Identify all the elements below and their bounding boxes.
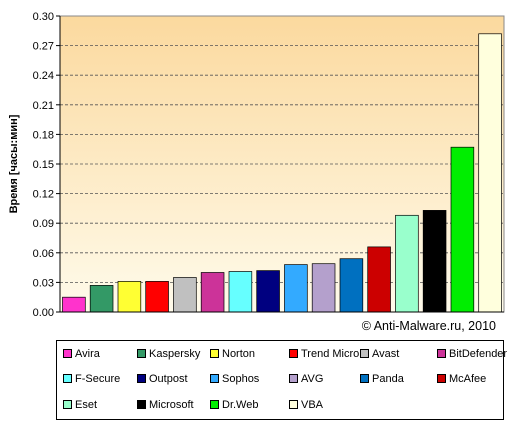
copyright-text: © Anti-Malware.ru, 2010 [362, 319, 496, 333]
legend-swatch [360, 373, 369, 383]
bar-avg [311, 263, 336, 313]
legend-label: AVG [301, 373, 324, 385]
legend-label: Dr.Web [222, 399, 259, 411]
legend-item: McAfee [437, 372, 486, 386]
bar-microsoft [422, 210, 447, 313]
y-axis-title: Время [часы:мин] [8, 114, 20, 213]
bars [62, 33, 502, 313]
y-tick-label: 0.00 [33, 307, 54, 319]
bar-mcafee [367, 246, 391, 313]
bar-sophos [284, 264, 308, 313]
bar-trend-micro [145, 281, 169, 313]
bar-panda [339, 258, 364, 313]
legend-label: Avira [75, 348, 100, 360]
legend-swatch [63, 373, 72, 383]
legend-label: Avast [372, 348, 400, 360]
legend-label: VBA [301, 399, 324, 411]
y-tick-label: 0.27 [33, 41, 54, 53]
legend-item: Eset [63, 398, 97, 412]
bar-dr-web [450, 146, 475, 313]
y-tick-label: 0.21 [33, 100, 54, 112]
legend-label: BitDefender [449, 348, 508, 360]
legend-swatch [360, 348, 369, 358]
legend-item: Trend Micro [289, 347, 359, 361]
legend-label: F-Secure [75, 373, 121, 385]
y-tick-label: 0.15 [33, 159, 54, 171]
legend-swatch [210, 399, 219, 409]
y-tick-label: 0.30 [33, 11, 54, 23]
legend-item: Microsoft [137, 398, 194, 412]
y-tick-label: 0.06 [33, 248, 54, 260]
legend-item: AVG [289, 372, 323, 386]
legend-swatch [137, 348, 146, 358]
legend-item: Outpost [137, 372, 188, 386]
y-tick-label: 0.09 [33, 218, 54, 230]
legend-swatch [137, 373, 146, 383]
legend-item: Norton [210, 347, 255, 361]
legend-item: Avira [63, 347, 100, 361]
legend-label: Eset [75, 399, 98, 411]
legend-label: Sophos [222, 373, 260, 385]
legend-label: Kaspersky [149, 348, 201, 360]
bar-eset [395, 214, 419, 313]
legend-swatch [63, 399, 72, 409]
legend-item: F-Secure [63, 372, 120, 386]
legend-item: Sophos [210, 372, 259, 386]
legend-swatch [437, 348, 446, 358]
legend-item: Avast [360, 347, 399, 361]
y-tick-label: 0.12 [33, 189, 54, 201]
bar-avira [62, 296, 86, 313]
legend-swatch [289, 348, 298, 358]
legend-swatch [289, 373, 298, 383]
legend-swatch [63, 348, 72, 358]
bar-bitdefender [200, 272, 225, 313]
legend-label: Trend Micro [301, 348, 360, 360]
legend-swatch [210, 373, 219, 383]
legend-item: Dr.Web [210, 398, 258, 412]
bar-outpost [256, 270, 280, 313]
legend-swatch [437, 373, 446, 383]
y-axis-ticks: 0.00 0.03 0.06 0.09 0.12 0.15 0.18 0.21 0.24 0.27… [33, 11, 60, 319]
legend-swatch [210, 348, 219, 358]
legend-item: Kaspersky [137, 347, 200, 361]
legend-label: Panda [372, 373, 404, 385]
bar-vba [478, 33, 502, 313]
y-tick-label: 0.03 [33, 277, 54, 289]
legend-swatch [137, 399, 146, 409]
legend-item: Panda [360, 372, 404, 386]
legend-label: Microsoft [149, 399, 194, 411]
legend-label: Norton [222, 348, 256, 360]
legend: Avira Kaspersky Norton Trend Micro Avast BitD… [56, 340, 507, 420]
legend-item: VBA [289, 398, 323, 412]
bar-f-secure [228, 271, 253, 313]
legend-label: Outpost [149, 373, 188, 385]
bar-avast [173, 277, 197, 313]
y-tick-label: 0.24 [33, 70, 54, 82]
y-tick-label: 0.18 [33, 129, 54, 141]
legend-label: McAfee [449, 373, 487, 385]
bar-kaspersky [89, 285, 114, 313]
legend-swatch [289, 399, 298, 409]
legend-item: BitDefender [437, 347, 507, 361]
bar-norton [117, 281, 142, 313]
